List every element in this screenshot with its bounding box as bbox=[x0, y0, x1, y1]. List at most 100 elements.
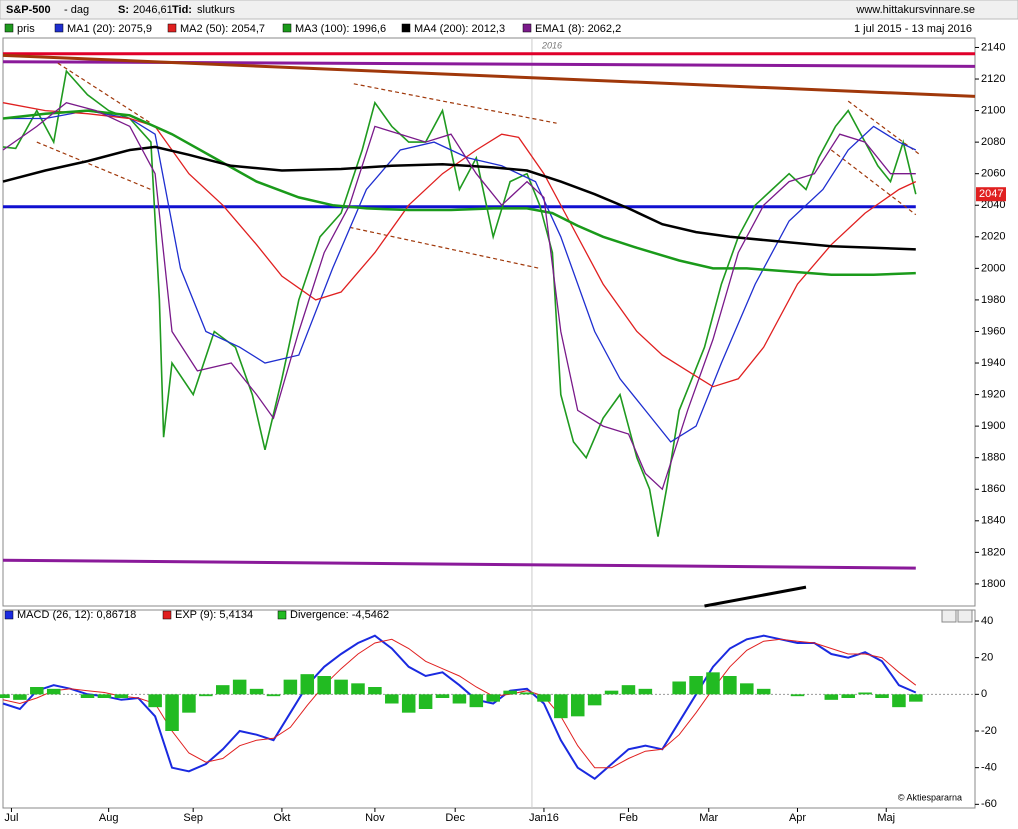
divergence-bar bbox=[570, 694, 585, 717]
y-tick-label: 1900 bbox=[981, 420, 1005, 432]
legend-swatch bbox=[54, 23, 64, 33]
divergence-bar bbox=[672, 681, 686, 695]
divergence-bar bbox=[215, 685, 230, 695]
divergence-bar bbox=[401, 694, 416, 713]
ma-line bbox=[2, 102, 917, 388]
divergence-bar bbox=[875, 694, 889, 698]
legend-swatch bbox=[282, 23, 292, 33]
y-tick-label: 2040 bbox=[981, 199, 1005, 211]
legend-swatch bbox=[167, 23, 177, 33]
y-tick-label: 2000 bbox=[981, 262, 1005, 274]
s-value: 2046,61 bbox=[133, 4, 173, 16]
period: - dag bbox=[64, 4, 89, 16]
zoom-button[interactable] bbox=[941, 609, 957, 623]
last-value-box bbox=[976, 187, 1006, 202]
divergence-bar bbox=[317, 676, 331, 695]
divergence-bar bbox=[435, 694, 450, 698]
divergence-bar bbox=[165, 694, 179, 731]
divergence-bar bbox=[249, 688, 264, 695]
site: www.hittakursvinnare.se bbox=[855, 4, 975, 16]
divergence-bar bbox=[452, 694, 467, 704]
date-range: 1 jul 2015 - 13 maj 2016 bbox=[854, 23, 972, 35]
divergence-bar bbox=[841, 694, 855, 698]
symbol: S&P-500 bbox=[6, 4, 51, 16]
divergence-bar bbox=[114, 694, 129, 698]
divergence-bar bbox=[80, 694, 95, 698]
macd-line bbox=[2, 634, 917, 780]
divergence-bar bbox=[418, 694, 433, 709]
y-tick-label: 1940 bbox=[981, 357, 1005, 369]
legend-label: MACD (26, 12): 0,86718 bbox=[17, 609, 136, 621]
x-tick-label: Maj bbox=[877, 812, 895, 824]
legend-swatch bbox=[162, 610, 172, 620]
divergence-bar bbox=[858, 692, 872, 695]
legend-label: Divergence: -4,5462 bbox=[290, 609, 389, 621]
legend-swatch bbox=[4, 23, 14, 33]
legend-swatch bbox=[4, 610, 14, 620]
divergence-bar bbox=[909, 694, 923, 702]
divergence-bar bbox=[756, 688, 771, 695]
legend-swatch bbox=[401, 23, 411, 33]
divergence-bar bbox=[638, 688, 653, 695]
divergence-bar bbox=[266, 694, 281, 697]
divergence-bar bbox=[232, 679, 247, 695]
y-tick-label: 1880 bbox=[981, 452, 1005, 464]
y-tick-label: 2100 bbox=[981, 104, 1005, 116]
year-label: 2016 bbox=[541, 40, 562, 50]
tid-label: Tid: bbox=[172, 4, 192, 16]
trend-line bbox=[2, 53, 976, 98]
trend-line bbox=[830, 149, 917, 216]
divergence-bar bbox=[892, 694, 906, 708]
y-tick-label: 2140 bbox=[981, 41, 1005, 53]
ma-line bbox=[2, 145, 916, 251]
ma-line bbox=[3, 109, 917, 443]
y-tick-label: -60 bbox=[981, 798, 997, 810]
divergence-bar bbox=[46, 688, 61, 695]
divergence-bar bbox=[689, 676, 703, 695]
last-value-label: 2047 bbox=[979, 188, 1003, 200]
x-tick-label: Sep bbox=[183, 812, 203, 824]
x-tick-label: Apr bbox=[789, 812, 806, 824]
divergence-bar bbox=[283, 679, 298, 695]
divergence-bar bbox=[621, 685, 636, 695]
divergence-bar bbox=[13, 694, 27, 700]
y-tick-label: 2060 bbox=[981, 168, 1005, 180]
tid-value: slutkurs bbox=[197, 4, 235, 16]
legend-label: MA1 (20): 2075,9 bbox=[67, 23, 152, 35]
y-tick-label: 1960 bbox=[981, 325, 1005, 337]
legend-label: MA2 (50): 2054,7 bbox=[180, 23, 265, 35]
legend-swatch bbox=[277, 610, 287, 620]
header-bar bbox=[0, 0, 1018, 20]
trend-line bbox=[704, 585, 807, 608]
s-label: S: bbox=[118, 4, 129, 16]
x-tick-label: Okt bbox=[273, 812, 290, 824]
divergence-bar bbox=[199, 694, 213, 697]
y-tick-label: 2120 bbox=[981, 73, 1005, 85]
y-tick-label: 1800 bbox=[981, 578, 1005, 590]
divergence-bar bbox=[740, 683, 754, 695]
divergence-bar bbox=[604, 690, 619, 695]
divergence-bar bbox=[368, 687, 382, 695]
trend-line bbox=[57, 62, 152, 124]
y-tick-label: 0 bbox=[981, 688, 987, 700]
divergence-bar bbox=[385, 694, 399, 704]
divergence-bar bbox=[351, 683, 365, 695]
x-tick-label: Feb bbox=[619, 812, 638, 824]
y-tick-label: 2080 bbox=[981, 136, 1005, 148]
y-tick-label: 40 bbox=[981, 615, 993, 627]
divergence-bar bbox=[486, 694, 500, 702]
y-tick-label: -20 bbox=[981, 725, 997, 737]
divergence-bar bbox=[520, 692, 534, 695]
trend-line bbox=[349, 226, 540, 269]
ma-line bbox=[2, 101, 916, 491]
legend-label: pris bbox=[17, 23, 35, 35]
legend-label: MA3 (100): 1996,6 bbox=[295, 23, 386, 35]
footer: © Aktiespararna bbox=[898, 792, 962, 802]
legend-label: EMA1 (8): 2062,2 bbox=[535, 23, 621, 35]
plot-frame bbox=[2, 609, 976, 809]
x-tick-label: Dec bbox=[445, 812, 465, 824]
close-button[interactable] bbox=[957, 609, 973, 623]
x-tick-label: Aug bbox=[99, 812, 119, 824]
plot-frame bbox=[2, 37, 976, 607]
